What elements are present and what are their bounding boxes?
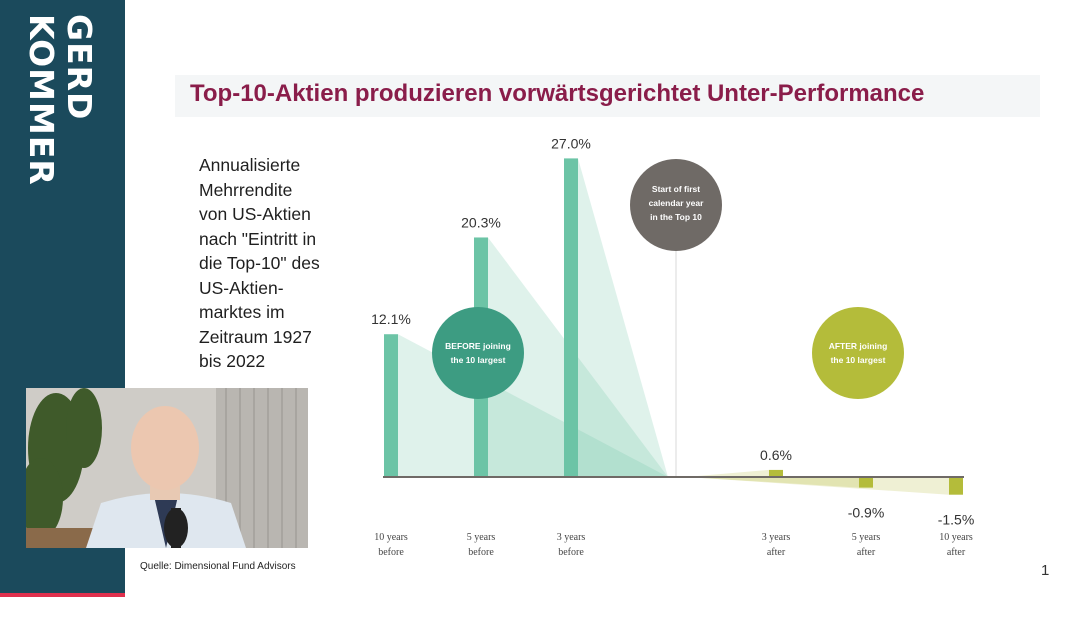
after-circle-line-1: AFTER joining — [829, 341, 888, 351]
chart-description: Annualisierte Mehrrendite von US-Aktien … — [199, 155, 320, 371]
tick-label: before — [378, 547, 404, 558]
bar — [769, 469, 783, 477]
start-circle-line-1: Start of first — [652, 184, 700, 194]
tick-label: 10 years — [939, 532, 973, 543]
tick-label: 3 years — [762, 532, 791, 543]
tick-label: 5 years — [852, 532, 881, 543]
trend-area — [686, 477, 949, 495]
trend-area — [686, 469, 769, 477]
start-circle-line-2: calendar year — [649, 198, 705, 208]
presenter-webcam — [26, 388, 308, 548]
bar — [564, 158, 578, 477]
accent-line — [0, 593, 125, 597]
before-circle-line-1: BEFORE joining — [445, 341, 511, 351]
data-label: 20.3% — [461, 214, 501, 230]
after-circle: AFTER joining the 10 largest — [812, 307, 904, 399]
page-number: 1 — [1041, 562, 1050, 579]
source-note: Quelle: Dimensional Fund Advisors — [140, 561, 296, 572]
tick-label: after — [857, 547, 876, 558]
slide-title: Top-10-Aktien produzieren vorwärtsgerich… — [190, 80, 925, 107]
data-label: 27.0% — [551, 135, 591, 151]
description-box — [188, 138, 350, 378]
bar — [949, 477, 963, 495]
start-circle: Start of first calendar year in the Top … — [630, 159, 722, 251]
start-circle-line-3: in the Top 10 — [650, 212, 702, 222]
bar — [859, 477, 873, 488]
before-circle: BEFORE joining the 10 largest — [432, 307, 524, 399]
tick-label: before — [468, 547, 494, 558]
trend-area — [578, 158, 668, 477]
brand-line-1: GERD — [60, 14, 99, 121]
after-circle-line-2: the 10 largest — [831, 355, 886, 365]
data-label: -0.9% — [848, 505, 885, 521]
brand-line-2: KOMMER — [22, 14, 61, 186]
data-label: 12.1% — [371, 311, 411, 327]
data-label: 0.6% — [760, 447, 792, 463]
tick-label: 10 years — [374, 532, 408, 543]
before-circle-line-2: the 10 largest — [451, 355, 506, 365]
data-label: -1.5% — [938, 512, 975, 528]
bar — [384, 334, 398, 477]
tick-label: after — [947, 547, 966, 558]
tick-label: 3 years — [557, 532, 586, 543]
tick-label: before — [558, 547, 584, 558]
title-band — [175, 75, 1040, 117]
brand-name: GERD KOMMER — [22, 14, 99, 186]
trend-area — [686, 477, 859, 488]
tick-label: after — [767, 547, 786, 558]
tick-label: 5 years — [467, 532, 496, 543]
